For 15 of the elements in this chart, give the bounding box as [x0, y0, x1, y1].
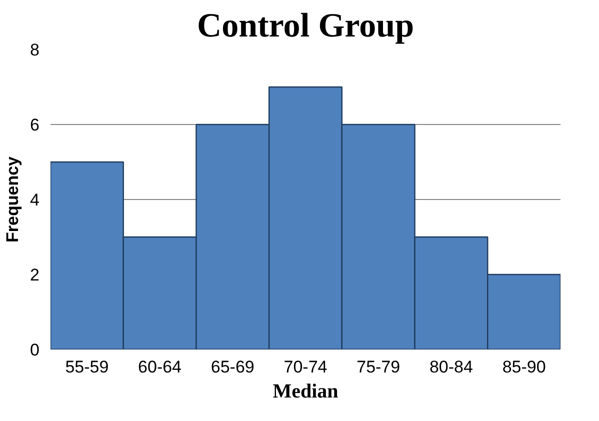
- y-tick-label: 8: [30, 40, 40, 60]
- x-tick-label: 55-59: [65, 358, 109, 376]
- y-tick-label: 0: [30, 340, 40, 360]
- x-tick-label: 75-79: [356, 358, 400, 376]
- x-axis-title: Median: [272, 380, 338, 402]
- x-tick-label: 85-90: [502, 358, 546, 376]
- y-tick-label: 2: [30, 266, 40, 284]
- chart-title: Control Group: [197, 8, 414, 44]
- x-tick-label: 80-84: [429, 358, 473, 376]
- x-tick-label: 70-74: [284, 358, 328, 376]
- y-tick-label: 6: [30, 116, 40, 134]
- x-tick-label: 65-69: [210, 358, 254, 376]
- x-tick-label: 60-64: [138, 358, 182, 376]
- y-tick-label: 4: [30, 190, 40, 210]
- y-axis-title: Frequency: [3, 156, 22, 242]
